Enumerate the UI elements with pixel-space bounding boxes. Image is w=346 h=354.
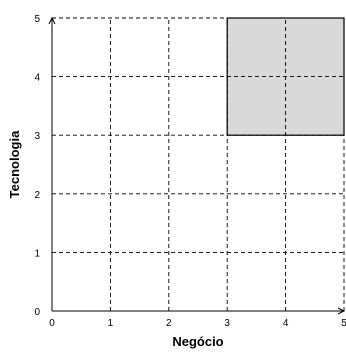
y-tick-label: 4 [34,73,40,84]
y-tick-label: 5 [34,14,40,25]
x-tick-label: 1 [108,318,114,329]
x-tick-label: 4 [283,318,289,329]
y-axis-arrow [48,16,56,25]
x-axis-arrow [337,307,346,315]
y-tick-label: 3 [34,131,40,142]
x-tick-label: 3 [224,318,230,329]
x-tick-label: 2 [166,318,172,329]
y-axis-label: Tecnologia [7,130,22,198]
x-tick-label: 0 [49,318,55,329]
x-axis-label: Negócio [172,334,223,349]
y-tick-label: 1 [34,248,40,259]
x-tick-label: 5 [341,318,346,329]
y-tick-label: 2 [34,190,40,201]
y-tick-label: 0 [34,307,40,318]
x-tick-labels: 0 1 2 3 4 5 [49,318,346,329]
y-tick-labels: 0 1 2 3 4 5 [34,14,40,318]
axis-layer [48,16,346,315]
